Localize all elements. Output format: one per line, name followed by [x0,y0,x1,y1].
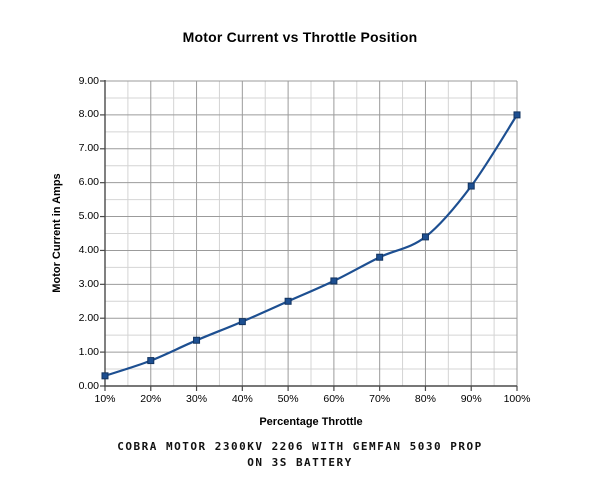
x-tick-label: 90% [460,393,482,405]
data-point-marker [467,182,475,190]
data-point-marker [193,336,201,344]
data-point-marker [147,357,155,365]
data-point-marker [238,318,246,326]
x-tick-label: 10% [94,393,116,405]
data-point-marker [376,253,384,261]
x-tick-label: 60% [323,393,345,405]
x-tick-label: 70% [369,393,391,405]
y-tick-label: 4.00 [78,243,99,256]
data-point-marker [284,297,292,305]
data-point-marker [101,372,109,380]
y-tick-label: 3.00 [78,277,99,290]
x-axis-title: Percentage Throttle [259,416,363,428]
y-tick-label: 1.00 [78,345,99,358]
series-motor-current-line [104,114,518,377]
y-tick-label: 0.00 [78,379,99,392]
caption-line-1: Cobra Motor 2300KV 2206 with Gemfan 5030… [117,440,483,453]
y-tick-label: 7.00 [78,142,99,155]
y-tick-label: 9.00 [78,74,99,87]
y-tick-label: 6.00 [78,176,99,189]
y-tick-label: 5.00 [78,210,99,223]
y-tick-label: 8.00 [78,108,99,121]
y-axis-title: Motor Current in Amps [51,173,63,293]
y-tick-label: 2.00 [78,311,99,324]
data-point-marker [330,277,338,285]
caption-line-2: on 3S Battery [247,456,353,469]
x-tick-label: 100% [503,393,531,405]
x-tick-label: 20% [140,393,162,405]
x-tick-label: 50% [277,393,299,405]
x-tick-label: 30% [186,393,208,405]
x-tick-label: 80% [414,393,436,405]
x-tick-label: 40% [231,393,253,405]
chart-title: Motor Current vs Throttle Position [182,29,418,45]
data-point-marker [421,233,429,241]
data-point-marker [513,111,521,119]
